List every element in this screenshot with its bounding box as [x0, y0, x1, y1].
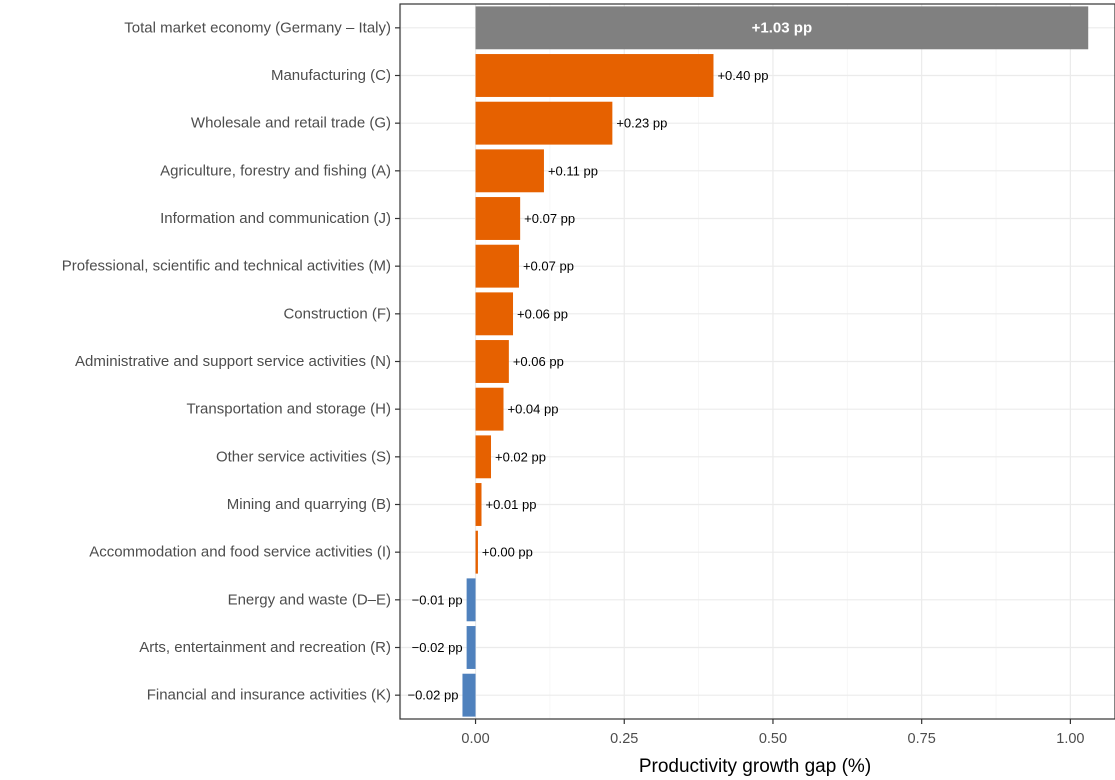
- category-label: Other service activities (S): [216, 448, 391, 465]
- category-label: Construction (F): [283, 305, 391, 322]
- bar-value-label: +0.02 pp: [495, 449, 546, 464]
- bar-value-label: +0.06 pp: [517, 306, 568, 321]
- bar: [475, 244, 519, 288]
- bars: +1.03 pp +0.40 pp +0.23 pp +0.11 pp +0.07 pp…: [407, 6, 1089, 717]
- bar-value-label: −0.01 pp: [412, 592, 463, 607]
- category-label: Wholesale and retail trade (G): [191, 115, 391, 132]
- x-axis-title: Productivity growth gap (%): [639, 756, 871, 777]
- bar-value-label: +0.06 pp: [513, 354, 564, 369]
- bar: [475, 197, 521, 240]
- category-label: Professional, scientific and technical a…: [62, 258, 391, 275]
- bar: [475, 530, 478, 574]
- bar: [475, 387, 504, 431]
- category-label: Manufacturing (C): [271, 67, 391, 84]
- bar: [475, 101, 613, 145]
- category-axis: Total market economy (Germany – Italy) Ma…: [62, 19, 400, 704]
- bar-value-label: +0.07 pp: [524, 211, 575, 226]
- bar-value-label: −0.02 pp: [407, 688, 458, 703]
- category-label: Administrative and support service activ…: [75, 353, 391, 370]
- bar-value-label: +0.23 pp: [616, 116, 667, 131]
- bar-value-label: +0.07 pp: [523, 259, 574, 274]
- bar: [466, 578, 476, 622]
- bar: [475, 149, 544, 193]
- category-label: Agriculture, forestry and fishing (A): [160, 162, 391, 179]
- x-tick-label: 0.50: [759, 731, 787, 747]
- bar: [475, 292, 514, 336]
- bar-value-label: +0.11 pp: [548, 163, 598, 178]
- category-label: Information and communication (J): [160, 210, 391, 227]
- bar-value-label: −0.02 pp: [412, 640, 463, 655]
- bar-value-label: +0.01 pp: [485, 497, 536, 512]
- category-label: Total market economy (Germany – Italy): [124, 19, 391, 36]
- bar: [466, 626, 476, 669]
- category-label: Transportation and storage (H): [186, 401, 391, 418]
- x-tick-label: 0.25: [610, 731, 638, 747]
- value-axis: 0.00 0.25 0.50 0.75 1.00: [461, 719, 1085, 747]
- bar-value-label: +0.00 pp: [482, 545, 533, 560]
- bar-value-label: +1.03 pp: [752, 19, 812, 36]
- x-tick-label: 0.75: [908, 731, 936, 747]
- category-label: Accommodation and food service activitie…: [89, 544, 391, 561]
- x-tick-label: 1.00: [1056, 731, 1084, 747]
- x-tick-label: 0.00: [461, 731, 489, 747]
- bar-value-label: +0.04 pp: [508, 402, 559, 417]
- bar: [475, 483, 482, 526]
- bar: [462, 673, 476, 717]
- bar-value-label: +0.40 pp: [717, 68, 768, 83]
- bar: [475, 435, 492, 479]
- bar: [475, 6, 1089, 50]
- bar: [475, 54, 714, 97]
- category-label: Energy and waste (D–E): [228, 591, 391, 608]
- category-label: Financial and insurance activities (K): [147, 687, 391, 704]
- category-label: Arts, entertainment and recreation (R): [139, 639, 391, 656]
- category-label: Mining and quarrying (B): [227, 496, 391, 513]
- bar: [475, 340, 509, 383]
